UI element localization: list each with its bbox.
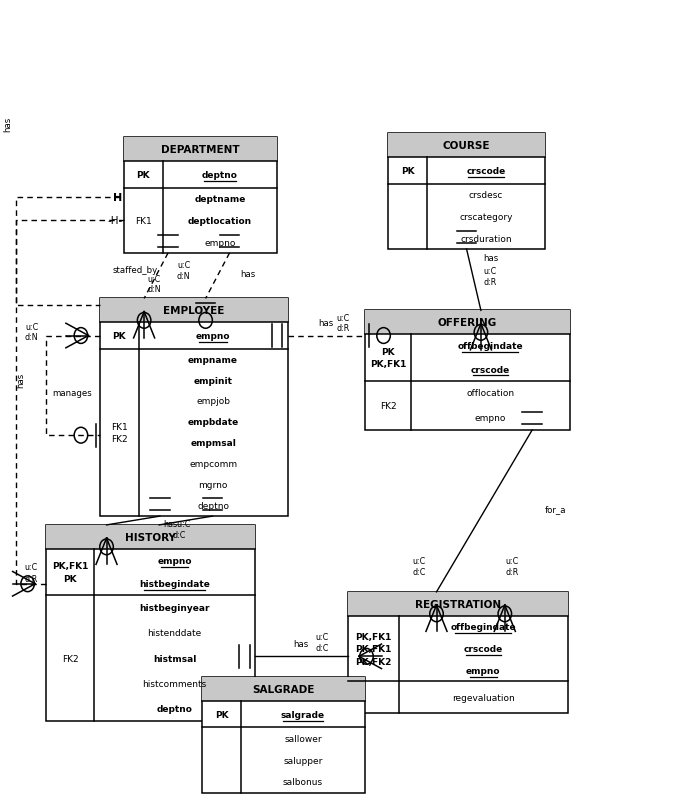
Text: salgrade: salgrade [281, 710, 325, 719]
Text: PK,FK1
PK,FK1
PK,FK2: PK,FK1 PK,FK1 PK,FK2 [355, 632, 391, 666]
Text: u:C: u:C [484, 267, 497, 276]
Text: d:N: d:N [25, 333, 38, 342]
Bar [100, 299, 288, 516]
Text: has: has [3, 117, 12, 132]
Text: FK1: FK1 [135, 217, 152, 225]
Text: d:R: d:R [505, 568, 518, 577]
Text: empno: empno [204, 238, 235, 247]
Bar [365, 311, 570, 335]
Text: u:C: u:C [413, 557, 426, 565]
Text: empno: empno [157, 557, 192, 565]
Bar [202, 678, 365, 701]
Text: has: has [294, 639, 309, 648]
Text: has: has [16, 372, 25, 387]
Text: crscode: crscode [464, 644, 503, 653]
Text: crsdesc: crsdesc [469, 191, 503, 200]
Text: REGISTRATION: REGISTRATION [415, 599, 501, 609]
Bar [348, 592, 568, 713]
Text: d:N: d:N [177, 271, 190, 281]
Bar [388, 134, 545, 249]
Text: empjob: empjob [196, 397, 230, 406]
Text: empmsal: empmsal [190, 439, 236, 448]
Text: u:C: u:C [336, 313, 350, 322]
Text: crsduration: crsduration [460, 234, 512, 243]
Text: sallower: sallower [284, 734, 322, 743]
Text: u:C: u:C [505, 557, 518, 565]
Text: histbeginyear: histbeginyear [139, 603, 210, 613]
Text: histcomments: histcomments [142, 679, 206, 688]
Text: empno: empno [466, 666, 500, 675]
Text: d:R: d:R [25, 574, 38, 583]
Text: has: has [239, 269, 255, 278]
Text: OFFERING: OFFERING [437, 318, 497, 328]
Text: empno: empno [196, 331, 230, 341]
Text: d:N: d:N [148, 285, 161, 294]
Bar [202, 678, 365, 793]
Text: crscode: crscode [471, 365, 510, 374]
Text: deptno: deptno [202, 171, 238, 180]
Text: empname: empname [188, 355, 238, 364]
Text: deptlocation: deptlocation [188, 217, 252, 225]
Bar [348, 592, 568, 616]
Text: has: has [484, 253, 499, 262]
Text: histbegindate: histbegindate [139, 579, 210, 589]
Text: empcomm: empcomm [189, 460, 237, 468]
Text: offlocation: offlocation [466, 389, 515, 398]
Text: salbonus: salbonus [283, 777, 323, 787]
Bar [100, 299, 288, 323]
Text: empno: empno [475, 414, 506, 423]
Text: salupper: salupper [284, 755, 323, 764]
Text: COURSE: COURSE [443, 141, 491, 151]
Text: H: H [113, 193, 122, 203]
Bar [124, 138, 277, 253]
Text: hasu:C: hasu:C [164, 519, 190, 528]
Text: PK: PK [215, 710, 228, 719]
Text: PK,FK1
PK: PK,FK1 PK [52, 561, 88, 583]
Text: empinit: empinit [194, 376, 233, 385]
Text: histmsal: histmsal [152, 654, 196, 662]
Bar [46, 525, 255, 549]
Text: SALGRADE: SALGRADE [253, 684, 315, 695]
Text: PK
PK,FK1: PK PK,FK1 [370, 347, 406, 369]
Text: manages: manages [52, 389, 92, 398]
Text: deptno: deptno [197, 501, 229, 511]
Text: FK1
FK2: FK1 FK2 [111, 422, 128, 444]
Text: -H-: -H- [107, 216, 122, 226]
Text: d:R: d:R [336, 323, 350, 333]
Text: u:C: u:C [25, 322, 38, 332]
Text: offbegindate: offbegindate [457, 342, 523, 351]
Text: FK2: FK2 [380, 401, 396, 411]
Text: empbdate: empbdate [188, 418, 239, 427]
Bar [46, 525, 255, 721]
Bar [388, 134, 545, 158]
Text: d:R: d:R [484, 278, 497, 287]
Text: deptno: deptno [157, 704, 193, 713]
Text: EMPLOYEE: EMPLOYEE [163, 306, 224, 316]
Text: PK: PK [137, 171, 150, 180]
Bar [124, 138, 277, 162]
Text: regevaluation: regevaluation [452, 693, 515, 702]
Text: d:C: d:C [172, 530, 186, 539]
Text: has: has [319, 318, 334, 328]
Text: HISTORY: HISTORY [125, 533, 176, 542]
Text: u:C: u:C [148, 274, 161, 284]
Text: staffed_by: staffed_by [112, 265, 158, 274]
Text: crscode: crscode [466, 167, 506, 176]
Text: u:C: u:C [177, 261, 190, 270]
Text: crscategory: crscategory [460, 213, 513, 221]
Text: offbegindate: offbegindate [451, 622, 516, 631]
Text: u:C: u:C [315, 632, 328, 641]
Text: u:C: u:C [25, 563, 38, 572]
Text: mgrno: mgrno [199, 480, 228, 489]
Text: PK: PK [401, 167, 414, 176]
Text: d:C: d:C [315, 643, 328, 652]
Text: histenddate: histenddate [148, 629, 201, 638]
Bar [365, 311, 570, 431]
Text: DEPARTMENT: DEPARTMENT [161, 145, 240, 155]
Text: deptname: deptname [195, 195, 246, 204]
Text: for_a: for_a [544, 504, 566, 513]
Text: PK: PK [112, 331, 126, 341]
Text: FK2: FK2 [62, 654, 79, 662]
Text: d:C: d:C [413, 568, 426, 577]
